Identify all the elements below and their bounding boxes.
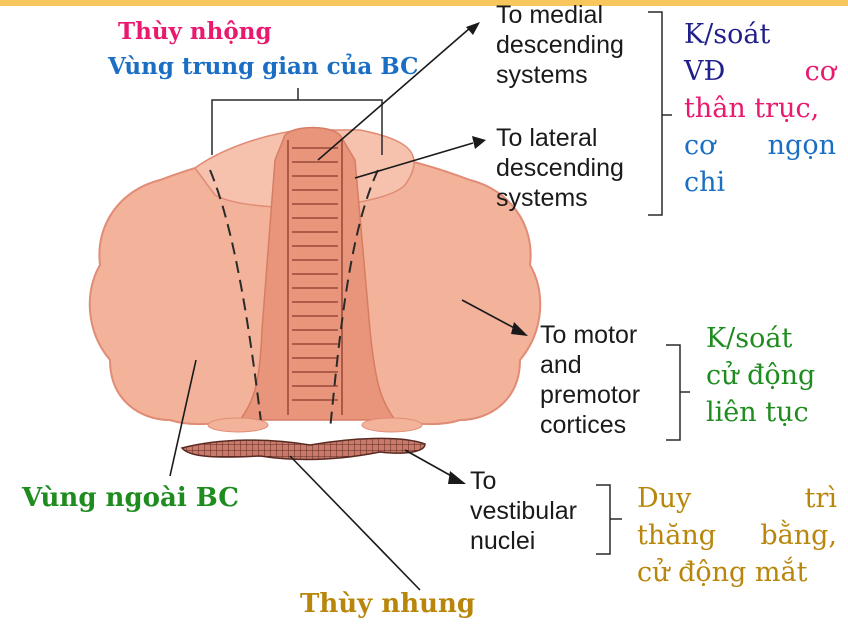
function-balance-eye-movement: Duy trì thăng bằng, cử động mắt	[637, 483, 837, 588]
label-flocculonodular: Thùy nhung	[300, 589, 476, 619]
target-medial: To medial descending systems	[496, 1, 624, 89]
target-lateral: To lateral descending systems	[496, 124, 624, 212]
left-hemisphere	[88, 148, 301, 426]
function-axial-distal-control: K/soát VĐ cơ thân trục, cơ ngọn chi	[684, 19, 836, 198]
target-vestibular-nuclei: To vestibular nuclei	[470, 467, 577, 555]
vermis-bracket	[211, 88, 383, 155]
function-continuous-movement: K/soát cử động liên tục	[706, 323, 816, 428]
leader-lines	[169, 22, 528, 591]
title-banner-fragment	[0, 0, 848, 6]
label-vermis: Thùy nhộng	[118, 18, 272, 45]
target-braces	[596, 11, 690, 555]
right-hemisphere	[329, 148, 542, 426]
right-intermediate-boundary	[329, 169, 379, 431]
vermis-ladder	[287, 140, 343, 415]
target-motor-cortices: To motor and premotor cortices	[540, 321, 641, 439]
flocculonodular-lobe	[180, 437, 426, 461]
right-tonsil	[361, 417, 423, 433]
left-tonsil	[207, 417, 269, 433]
label-intermediate-zone: Vùng trung gian của BC	[108, 53, 419, 80]
left-intermediate-boundary	[209, 169, 263, 431]
label-lateral-zone: Vùng ngoài BC	[22, 483, 239, 513]
